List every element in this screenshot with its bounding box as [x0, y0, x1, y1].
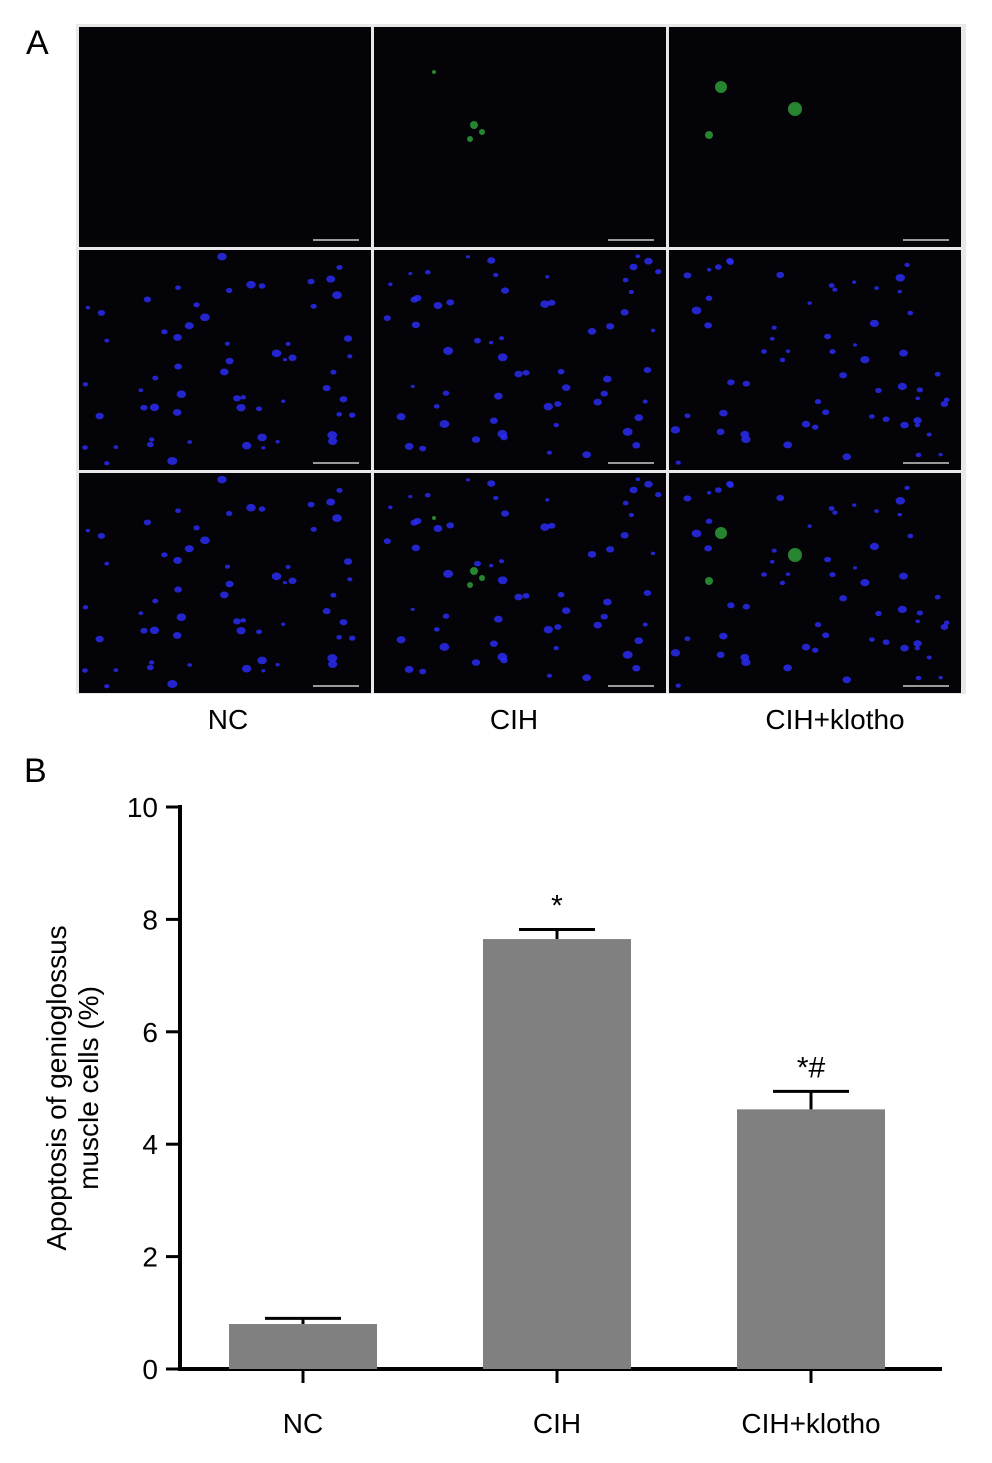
y-axis-label: Apoptosis of genioglossus: [41, 925, 72, 1250]
y-axis-label: muscle cells (%): [73, 986, 104, 1190]
x-tick-label: CIH+klotho: [741, 1408, 880, 1439]
micrograph-tunel-cih-klotho: [669, 27, 961, 247]
column-label-cih-klotho: CIH+klotho: [765, 704, 905, 735]
micrograph-tunel-cih: [374, 27, 666, 247]
micrograph-merge-nc: [79, 473, 371, 693]
scale-bar: [903, 462, 949, 464]
scale-bar: [903, 685, 949, 687]
bar-1: [483, 939, 631, 1369]
significance-label: *#: [797, 1051, 826, 1084]
y-tick-label: 8: [142, 904, 158, 935]
scale-bar: [608, 685, 654, 687]
scale-bar: [313, 239, 359, 241]
apoptosis-bar-chart: 0 2 4 6 8 10 NC CIH * CIH+klotho *# Apoptosis of g…: [41, 792, 942, 1439]
y-tick-label: 10: [127, 792, 158, 823]
y-tick-label: 4: [142, 1129, 158, 1160]
column-label-nc: NC: [207, 704, 249, 735]
micrograph-merge-cih-klotho: [669, 473, 961, 693]
column-label-cih: CIH: [489, 704, 539, 735]
micrograph-tunel-nc: [79, 27, 371, 247]
y-tick-label: 6: [142, 1017, 158, 1048]
micrograph-dapi-nc: [79, 250, 371, 470]
y-tick-label: 0: [142, 1354, 158, 1385]
bar-0: [229, 1324, 377, 1369]
scale-bar: [903, 239, 949, 241]
significance-label: *: [551, 890, 563, 923]
panel-b-label: B: [24, 752, 47, 790]
scale-bar: [313, 462, 359, 464]
micrograph-dapi-cih-klotho: [669, 250, 961, 470]
micrograph-dapi-cih: [374, 250, 666, 470]
bar-2: [737, 1109, 885, 1369]
micrograph-merge-cih: [374, 473, 666, 693]
panel-a-label: A: [26, 24, 49, 62]
scale-bar: [313, 685, 359, 687]
micrograph-grid: [76, 24, 966, 694]
x-tick-label: NC: [283, 1408, 323, 1439]
x-tick-label: CIH: [533, 1408, 581, 1439]
scale-bar: [608, 239, 654, 241]
scale-bar: [608, 462, 654, 464]
y-tick-label: 2: [142, 1242, 158, 1273]
